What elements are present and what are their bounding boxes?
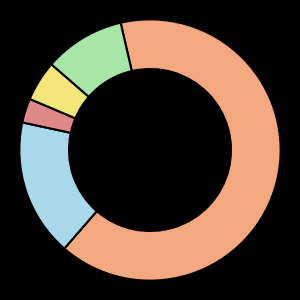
Wedge shape [64,20,280,281]
Wedge shape [20,122,97,249]
Wedge shape [51,23,132,97]
Wedge shape [30,64,89,118]
Wedge shape [22,99,75,133]
